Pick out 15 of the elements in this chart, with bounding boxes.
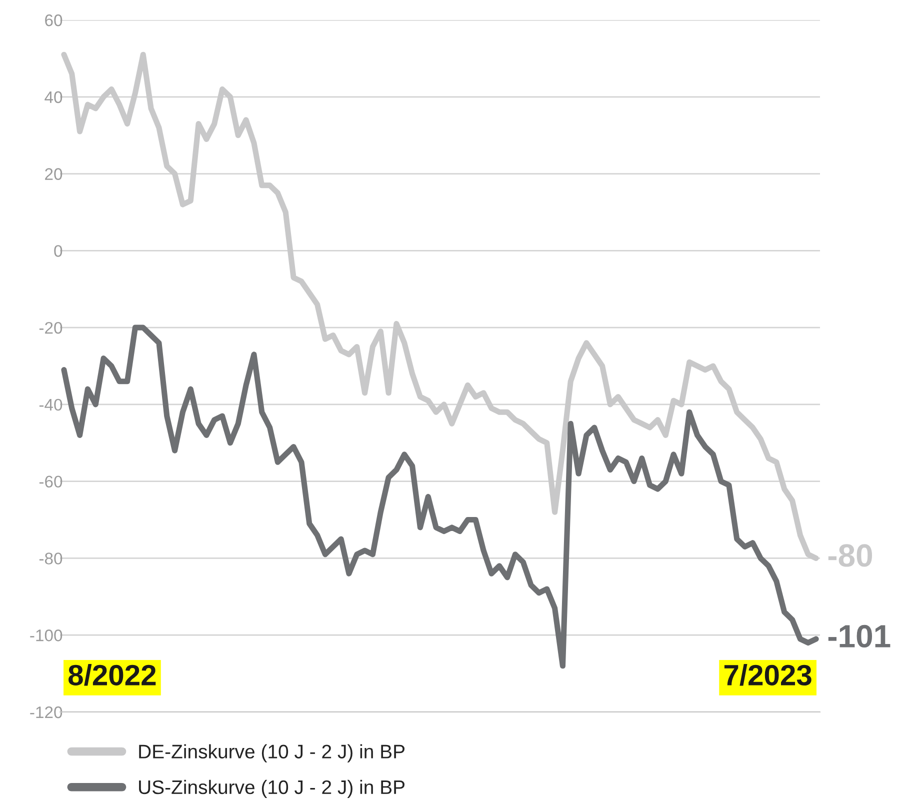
y-tick-label: -80 bbox=[39, 552, 62, 564]
y-tick-label: -20 bbox=[39, 322, 62, 334]
y-tick-label: -60 bbox=[39, 476, 62, 488]
legend-label: DE-Zinskurve (10 J - 2 J) in BP bbox=[139, 744, 404, 762]
annotation: 8/2022 bbox=[68, 664, 156, 686]
y-tick-label: 0 bbox=[54, 245, 62, 257]
legend-label: US-Zinskurve (10 J - 2 J) in BP bbox=[139, 780, 404, 798]
y-tick-label: -40 bbox=[39, 398, 62, 411]
y-tick-label: 20 bbox=[45, 168, 62, 180]
annotation: 7/2023 bbox=[724, 664, 812, 686]
y-tick-label: -120 bbox=[30, 706, 62, 718]
y-tick-label: 60 bbox=[45, 14, 62, 26]
y-tick-label: -100 bbox=[30, 630, 62, 642]
data-label: -101 bbox=[828, 624, 890, 648]
y-tick-label: 40 bbox=[44, 91, 62, 104]
